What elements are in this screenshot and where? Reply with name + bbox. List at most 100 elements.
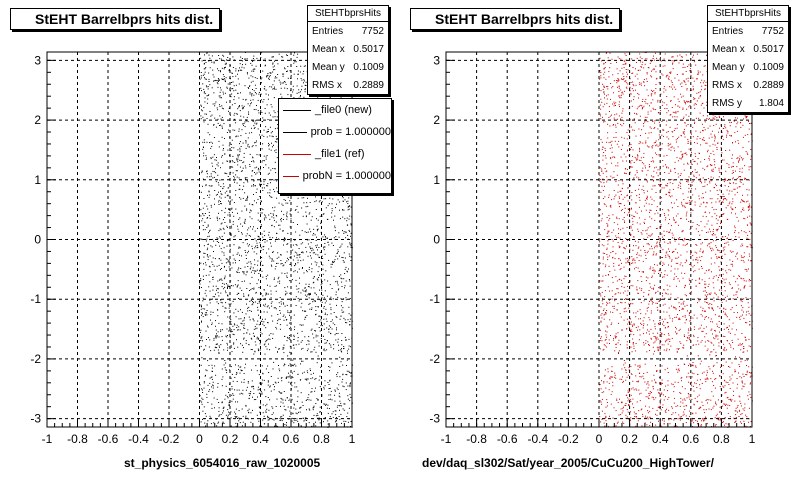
data-point [248, 398, 250, 400]
data-point [320, 325, 322, 327]
data-point [224, 67, 225, 69]
data-point [245, 415, 247, 417]
data-point [309, 202, 311, 203]
data-point [309, 302, 311, 304]
data-point [680, 217, 682, 219]
data-point [321, 283, 323, 285]
data-point [249, 209, 251, 211]
data-point [200, 115, 202, 117]
data-point [288, 259, 289, 261]
data-point [277, 252, 279, 254]
data-point [240, 369, 242, 371]
data-point [242, 167, 244, 169]
data-point [218, 322, 220, 324]
data-point [732, 240, 734, 242]
data-point [680, 393, 682, 394]
data-point [261, 187, 263, 189]
data-point [700, 144, 702, 146]
data-point [242, 142, 244, 144]
data-point [245, 140, 247, 142]
data-point [723, 196, 725, 197]
data-point [241, 232, 242, 234]
data-point [322, 294, 324, 296]
data-point [300, 425, 302, 427]
data-point [281, 392, 283, 394]
data-point [230, 200, 232, 202]
data-point [221, 136, 223, 138]
data-point [630, 329, 632, 331]
data-point [243, 116, 245, 118]
data-point [743, 376, 745, 377]
data-point [319, 375, 321, 377]
data-point [283, 303, 285, 305]
data-point [215, 244, 217, 246]
data-point [240, 56, 242, 58]
data-point [244, 367, 246, 369]
data-point [280, 301, 282, 303]
data-point [659, 145, 661, 147]
data-point [742, 199, 744, 201]
data-point [237, 225, 238, 227]
data-point [328, 328, 330, 330]
data-point [261, 270, 263, 272]
data-point [666, 167, 668, 169]
data-point [348, 313, 350, 315]
data-point [330, 326, 332, 328]
data-point [638, 177, 640, 179]
data-point [252, 267, 254, 269]
data-point [296, 413, 298, 415]
data-point [733, 120, 735, 122]
data-point [252, 157, 254, 159]
data-point [232, 262, 234, 264]
data-point [228, 411, 230, 413]
data-point [209, 290, 211, 292]
data-point [249, 283, 251, 285]
data-point [221, 339, 223, 341]
data-point [322, 335, 324, 337]
data-point [278, 365, 279, 366]
data-point [245, 258, 247, 259]
data-point [639, 105, 640, 107]
x-tick-label: -0.6 [98, 432, 119, 446]
data-point [337, 405, 339, 406]
data-point [344, 273, 346, 274]
data-point [278, 202, 280, 204]
data-point [662, 407, 664, 408]
data-point [300, 95, 301, 96]
data-point [277, 281, 279, 283]
data-point [274, 386, 275, 388]
data-point [724, 336, 726, 337]
data-point [701, 256, 703, 257]
data-point [273, 389, 275, 391]
data-point [329, 387, 331, 389]
data-point [266, 339, 268, 341]
data-point [337, 338, 339, 340]
data-point [234, 235, 236, 237]
data-point [263, 183, 265, 185]
data-point [304, 294, 306, 296]
data-point [294, 61, 296, 63]
data-point [265, 294, 267, 296]
data-point [605, 420, 607, 422]
data-point [293, 403, 295, 405]
data-point [313, 228, 315, 230]
data-point [245, 342, 247, 344]
data-point [333, 312, 335, 313]
data-point [301, 360, 302, 362]
data-point [315, 403, 317, 404]
data-point [232, 56, 234, 58]
data-point [244, 126, 246, 128]
data-point [282, 75, 284, 77]
data-point [234, 129, 236, 131]
data-point [295, 344, 297, 346]
data-point [207, 194, 208, 196]
data-point [666, 96, 668, 97]
data-point [338, 95, 340, 97]
data-point [292, 413, 294, 415]
y-tick-label: -2 [30, 352, 41, 366]
data-point [308, 293, 310, 295]
data-point [243, 271, 245, 273]
data-point [657, 212, 659, 214]
data-point [692, 364, 694, 366]
data-point [243, 379, 245, 381]
